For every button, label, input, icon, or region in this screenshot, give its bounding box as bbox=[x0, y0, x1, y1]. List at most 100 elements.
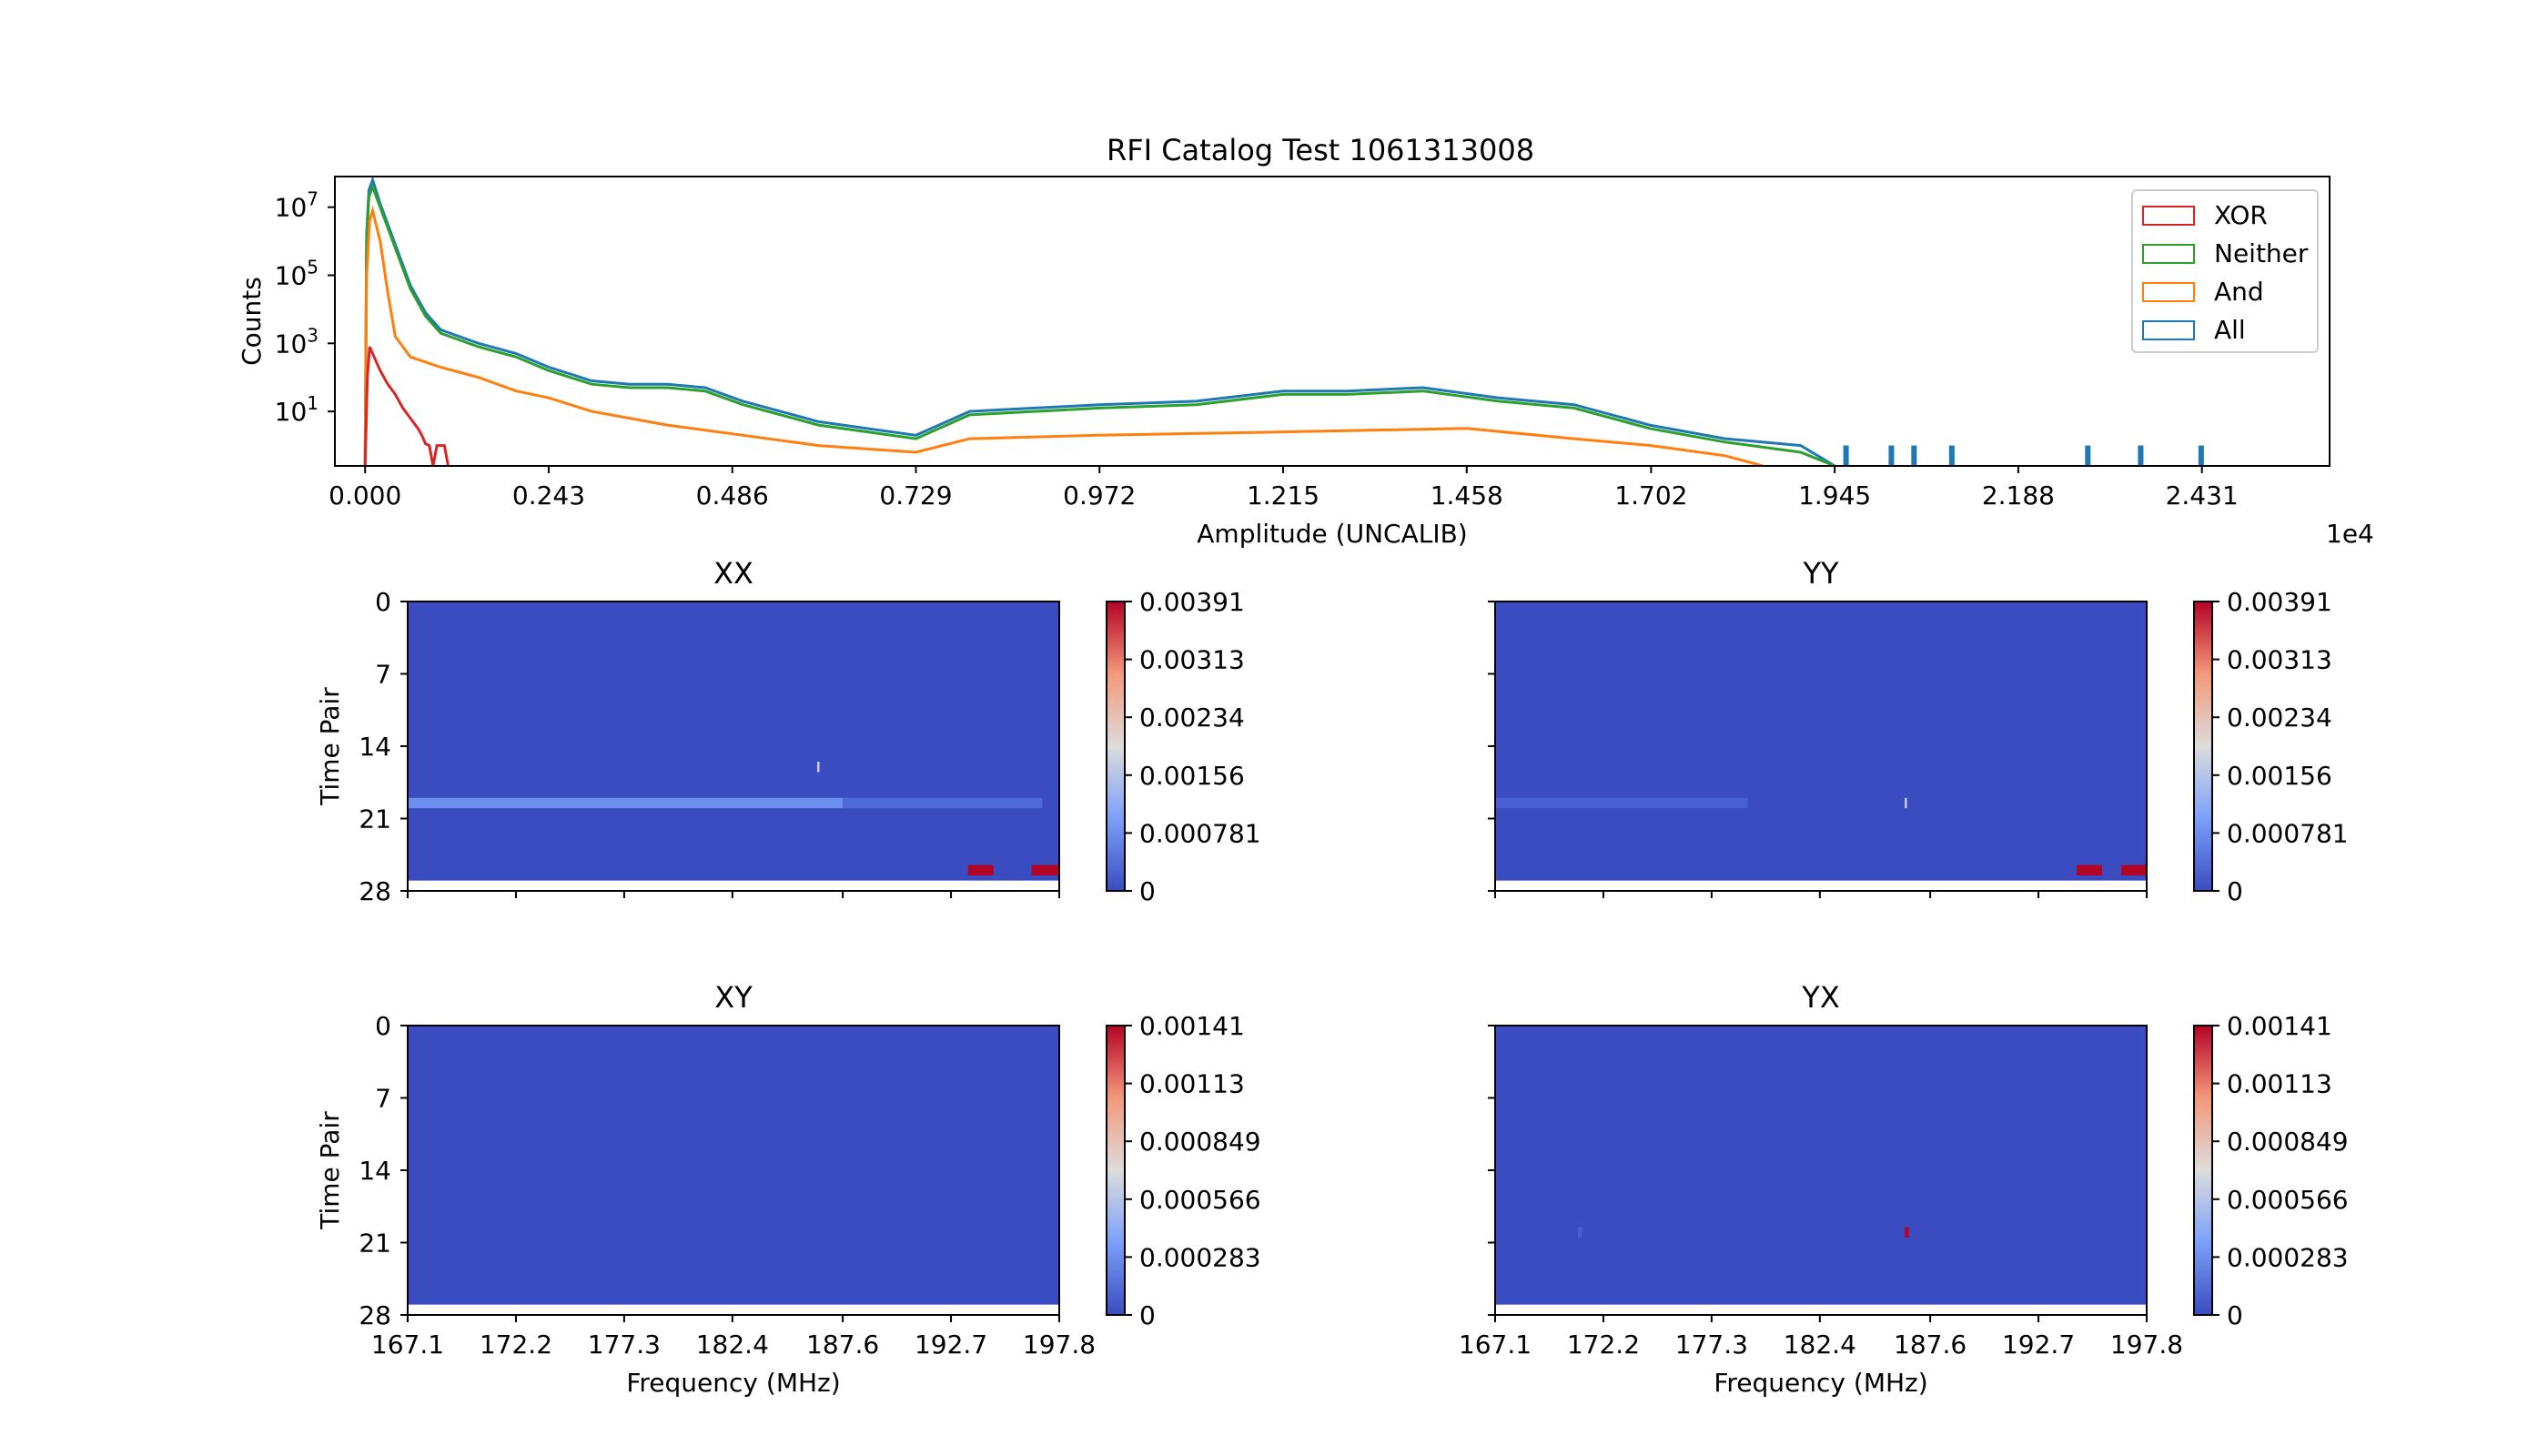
legend-box bbox=[2131, 189, 2319, 353]
heatmap-xy-panel: XY 0 7 14 21 28 Time Pair 167.1 172.2 177.3 182.4 1… bbox=[315, 980, 1261, 1398]
colorbar-tick-label: 0.00156 bbox=[2227, 761, 2332, 791]
x-tick-label: 187.6 bbox=[1894, 1330, 1967, 1360]
all-tail-bar bbox=[1888, 445, 1895, 466]
x-tick-label: 167.1 bbox=[371, 1330, 444, 1360]
heatmap-hot-cell bbox=[408, 797, 844, 809]
x-tick-label: 177.3 bbox=[1675, 1330, 1748, 1360]
colorbar bbox=[2193, 601, 2213, 892]
colorbar-tick-label: 0 bbox=[1139, 876, 1156, 906]
y-tick-label: 14 bbox=[359, 732, 391, 762]
y-axis-label: Time Pair bbox=[315, 1111, 345, 1230]
heatmap-title: XX bbox=[713, 556, 753, 591]
legend-swatch-neither bbox=[2142, 244, 2195, 264]
x-tick-label: 192.7 bbox=[915, 1330, 987, 1360]
y-tick-label: 0 bbox=[375, 587, 391, 617]
heatmap-yx-panel: YX 167.1 172.2 177.3 182.4 187.6 192.7 197.8 Fre… bbox=[1459, 980, 2349, 1398]
heatmap-hot-cell bbox=[817, 762, 820, 773]
y-tick-label: 21 bbox=[359, 1228, 391, 1259]
heatmap-hot-cell bbox=[967, 864, 994, 875]
x-tick-label: 167.1 bbox=[1459, 1330, 1532, 1360]
heatmap-hot-cell bbox=[2121, 864, 2147, 875]
colorbar-tick-label: 0.000849 bbox=[2227, 1127, 2349, 1157]
heatmap-yy-panel: YY 0.00391 0.00313 0.00234 0.00156 0.000781 0 bbox=[1488, 556, 2349, 906]
all-tail-bar bbox=[2138, 445, 2144, 466]
y-axis-label: Time Pair bbox=[315, 687, 345, 806]
y-tick-label: 107 bbox=[275, 188, 318, 223]
colorbar-tick-label: 0 bbox=[1139, 1300, 1156, 1330]
legend-swatch-xor bbox=[2142, 206, 2195, 226]
colorbar-tick-label: 0 bbox=[2227, 876, 2243, 906]
x-tick-label: 2.431 bbox=[2166, 480, 2239, 511]
legend-swatch-all bbox=[2142, 320, 2195, 340]
colorbar bbox=[1106, 601, 1126, 892]
y-tick-label: 28 bbox=[359, 876, 391, 906]
x-tick-label: 182.4 bbox=[696, 1330, 769, 1360]
colorbar-tick-label: 0.00234 bbox=[1139, 703, 1245, 733]
heatmap-hot-cell bbox=[1031, 864, 1059, 875]
x-tick-label: 0.000 bbox=[329, 480, 401, 511]
x-axis-label: Amplitude (UNCALIB) bbox=[1197, 519, 1467, 549]
x-tick-label: 0.243 bbox=[512, 480, 585, 511]
heatmap-hot-cell bbox=[1905, 1227, 1909, 1238]
heatmap-title: XY bbox=[714, 980, 753, 1015]
colorbar-tick-label: 0.00313 bbox=[2227, 645, 2332, 675]
heatmap-image bbox=[1495, 1026, 2147, 1305]
x-tick-label: 172.2 bbox=[1567, 1330, 1640, 1360]
series-xor-line bbox=[363, 346, 450, 467]
y-tick-label: 14 bbox=[359, 1156, 391, 1186]
y-tick-label: 101 bbox=[275, 392, 318, 427]
x-tick-label: 0.486 bbox=[696, 480, 769, 511]
heatmap-title: YY bbox=[1802, 556, 1839, 591]
x-tick-label: 1.945 bbox=[1798, 480, 1871, 511]
x-tick-label: 1.458 bbox=[1431, 480, 1503, 511]
colorbar-tick-label: 0.000566 bbox=[1139, 1185, 1261, 1215]
colorbar bbox=[1106, 1025, 1126, 1316]
x-tick-label: 177.3 bbox=[588, 1330, 661, 1360]
x-offset-label: 1e4 bbox=[2326, 519, 2374, 549]
heatmap-image bbox=[408, 1026, 1059, 1305]
heatmap-hot-cell bbox=[1905, 797, 1907, 809]
figure-title: RFI Catalog Test 1061313008 bbox=[1107, 133, 1534, 167]
legend-label-neither: Neither bbox=[2214, 238, 2309, 268]
heatmap-hot-cell bbox=[1495, 797, 1748, 809]
colorbar-tick-label: 0.00113 bbox=[1139, 1069, 1245, 1099]
colorbar-tick-label: 0.00113 bbox=[2227, 1069, 2332, 1099]
y-tick-label: 7 bbox=[375, 1084, 391, 1114]
colorbar-tick-label: 0.000283 bbox=[1139, 1242, 1261, 1272]
all-tail-bar bbox=[2198, 445, 2204, 466]
histogram-frame bbox=[334, 176, 2331, 467]
heatmap-hot-cell bbox=[1577, 1227, 1582, 1238]
colorbar-tick-label: 0 bbox=[2227, 1300, 2243, 1330]
all-tail-bar bbox=[1911, 445, 1917, 466]
heatmap-image bbox=[1495, 602, 2147, 881]
x-tick-label: 2.188 bbox=[1982, 480, 2055, 511]
y-tick-label: 7 bbox=[375, 660, 391, 690]
colorbar-tick-label: 0.000283 bbox=[2227, 1242, 2349, 1272]
x-tick-label: 1.215 bbox=[1247, 480, 1320, 511]
colorbar-tick-label: 0.000849 bbox=[1139, 1127, 1261, 1157]
all-tail-bar bbox=[1948, 445, 1955, 466]
histogram-panel: 0.000 0.243 0.486 0.729 0.972 1.215 1.458 1.702… bbox=[237, 176, 2374, 549]
y-tick-label: 103 bbox=[275, 324, 318, 359]
legend-label-xor: XOR bbox=[2214, 200, 2268, 230]
x-tick-label: 192.7 bbox=[2002, 1330, 2075, 1360]
legend-swatch-and bbox=[2142, 282, 2195, 302]
colorbar-tick-label: 0.00234 bbox=[2227, 703, 2332, 733]
x-tick-label: 0.972 bbox=[1063, 480, 1136, 511]
x-tick-label: 172.2 bbox=[480, 1330, 552, 1360]
colorbar bbox=[2193, 1025, 2213, 1316]
x-tick-label: 1.702 bbox=[1614, 480, 1687, 511]
colorbar-tick-label: 0.000781 bbox=[1139, 818, 1261, 848]
x-tick-label: 182.4 bbox=[1784, 1330, 1856, 1360]
heatmap-hot-cell bbox=[2077, 864, 2103, 875]
colorbar-tick-label: 0.00391 bbox=[2227, 587, 2332, 617]
y-axis-label: Counts bbox=[237, 277, 267, 366]
legend-label-all: All bbox=[2214, 315, 2246, 345]
colorbar-tick-label: 0.00313 bbox=[1139, 645, 1245, 675]
y-tick-label: 105 bbox=[275, 256, 318, 290]
all-tail-bar bbox=[2085, 445, 2091, 466]
heatmap-image bbox=[408, 602, 1059, 881]
colorbar-tick-label: 0.00141 bbox=[1139, 1011, 1245, 1041]
y-tick-label: 21 bbox=[359, 804, 391, 834]
